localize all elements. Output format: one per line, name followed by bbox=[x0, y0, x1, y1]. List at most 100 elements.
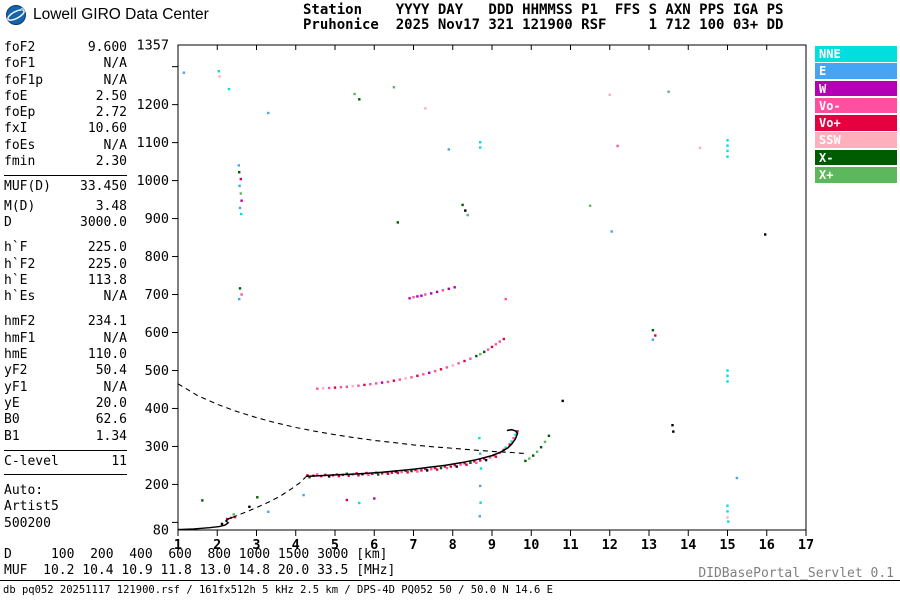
echo-dot bbox=[469, 461, 472, 464]
servlet-version: DIDBasePortal_Servlet 0.1 bbox=[698, 566, 894, 581]
param-value: N/A bbox=[103, 289, 127, 305]
status-separator bbox=[0, 580, 900, 581]
param-value: 20.0 bbox=[95, 395, 127, 411]
echo-dot bbox=[510, 440, 513, 443]
y-tick-label: 600 bbox=[145, 325, 169, 341]
param-value: 225.0 bbox=[87, 256, 127, 272]
echo-dot bbox=[475, 354, 478, 358]
echo-dot bbox=[727, 520, 730, 523]
echo-dot bbox=[479, 452, 482, 455]
x-tick-label: 2 bbox=[213, 537, 221, 553]
echo-dot bbox=[316, 387, 319, 390]
echo-dot bbox=[390, 471, 394, 474]
echo-dot bbox=[182, 71, 186, 74]
echo-dot bbox=[726, 144, 729, 147]
echo-dot bbox=[455, 465, 458, 468]
echo-dot bbox=[726, 516, 729, 519]
echo-dot bbox=[225, 517, 229, 521]
echo-dot bbox=[490, 345, 494, 349]
echo-dot bbox=[608, 93, 611, 96]
echo-dot bbox=[447, 287, 450, 290]
echo-dot bbox=[514, 433, 517, 436]
echo-dot bbox=[512, 436, 515, 440]
echo-dot bbox=[240, 199, 243, 202]
param-name: h`F bbox=[4, 240, 28, 256]
echo-dot bbox=[508, 443, 511, 446]
echo-dot bbox=[451, 364, 454, 367]
y-tick-label: 1200 bbox=[136, 97, 169, 113]
y-tick-label: 300 bbox=[145, 439, 169, 455]
echo-dot bbox=[479, 501, 482, 504]
echo-dot bbox=[233, 515, 237, 519]
echo-dot bbox=[461, 203, 464, 207]
y-tick-label: 500 bbox=[145, 363, 169, 379]
param-name: yF1 bbox=[4, 379, 28, 395]
x-tick-label: 4 bbox=[292, 537, 300, 553]
echo-dot bbox=[416, 295, 419, 298]
param-value: 10.60 bbox=[87, 121, 127, 137]
param-row-foes: foEs N/A bbox=[4, 138, 127, 154]
param-value: 225.0 bbox=[87, 240, 127, 256]
echo-dot bbox=[543, 440, 547, 444]
echo-dot bbox=[435, 290, 439, 294]
param-row-foe: foE 2.50 bbox=[4, 89, 127, 105]
echo-dot bbox=[267, 111, 270, 115]
echo-dot bbox=[430, 468, 433, 471]
echo-dot bbox=[479, 459, 482, 462]
echo-dot bbox=[371, 472, 374, 475]
echo-dot bbox=[484, 458, 488, 462]
param-name: foF1 bbox=[4, 56, 36, 72]
y-tick-label: 700 bbox=[145, 287, 169, 303]
param-name: B1 bbox=[4, 428, 20, 444]
y-tick-label: 800 bbox=[145, 249, 169, 265]
echo-dot bbox=[424, 467, 427, 471]
echo-dot bbox=[420, 294, 423, 297]
param-value: N/A bbox=[103, 72, 127, 88]
echo-dot bbox=[375, 382, 378, 385]
plot-frame bbox=[177, 44, 807, 531]
param-row-yf1: yF1 N/A bbox=[4, 380, 127, 396]
param-row-yf2: yF2 50.4 bbox=[4, 363, 127, 379]
param-name: yE bbox=[4, 395, 20, 411]
echo-dot bbox=[494, 343, 498, 346]
echo-dot bbox=[671, 424, 674, 427]
echo-dot bbox=[248, 505, 251, 508]
y-axis-labels: 1357 1200 1100 1000 900 800 700 600 500 400 300 200… bbox=[136, 38, 169, 539]
param-value: N/A bbox=[103, 379, 127, 395]
echo-dot bbox=[227, 87, 231, 91]
param-name: hmE bbox=[4, 347, 28, 363]
param-value: 33.450 bbox=[80, 179, 127, 195]
echo-dot bbox=[327, 386, 331, 390]
station-header: Station YYYY DAY DDD HHMMSS P1 FFS S AXN… bbox=[303, 3, 783, 33]
echo-dot bbox=[447, 148, 450, 151]
x-tick-label: 9 bbox=[488, 537, 496, 553]
echo-dot bbox=[479, 141, 482, 144]
echo-dot bbox=[430, 292, 433, 295]
echo-dot bbox=[453, 286, 456, 289]
echo-dot bbox=[363, 383, 366, 387]
x-tick-label: 10 bbox=[523, 537, 539, 553]
echo-dot bbox=[726, 149, 729, 153]
echo-dot bbox=[238, 206, 242, 210]
param-name: h`Es bbox=[4, 289, 36, 305]
echo-dot bbox=[443, 465, 447, 468]
echo-dot bbox=[433, 466, 437, 470]
param-row-ye: yE 20.0 bbox=[4, 396, 127, 412]
echo-dot bbox=[410, 469, 413, 473]
echo-dot bbox=[416, 470, 419, 473]
x-tick-label: 6 bbox=[370, 537, 378, 553]
echo-dot bbox=[238, 287, 242, 290]
x-tick-label: 17 bbox=[798, 537, 814, 553]
echo-dot bbox=[410, 376, 413, 379]
echo-dot bbox=[322, 387, 325, 390]
param-row-hmf2: hmF2 234.1 bbox=[4, 314, 127, 330]
echo-dot bbox=[237, 164, 240, 167]
y-axis-ticks bbox=[172, 66, 178, 523]
echo-dot bbox=[726, 155, 729, 158]
param-name: foF2 bbox=[4, 40, 36, 55]
muf-table: D 100 200 400 600 800 1000 1500 3000 [km… bbox=[4, 547, 395, 579]
brand-title: Lowell GIRO Data Center bbox=[33, 6, 209, 23]
echo-dot bbox=[466, 213, 469, 217]
